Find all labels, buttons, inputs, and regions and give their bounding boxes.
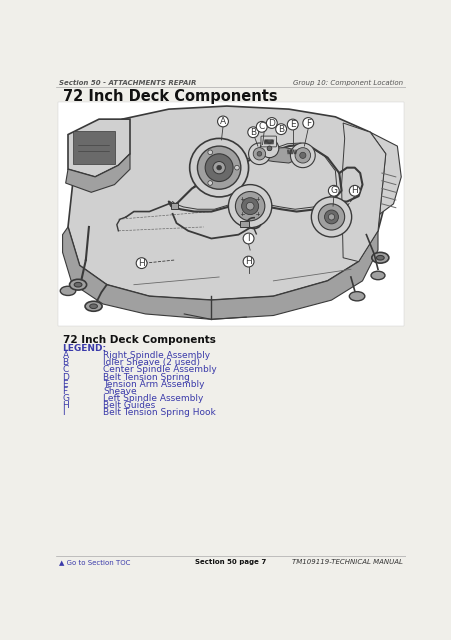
Text: Belt Tension Spring Hook: Belt Tension Spring Hook (103, 408, 216, 417)
Ellipse shape (74, 282, 82, 287)
Polygon shape (66, 154, 130, 192)
Text: Section 50 page 7: Section 50 page 7 (195, 559, 267, 565)
Text: Idler Sheave (2 used): Idler Sheave (2 used) (103, 358, 200, 367)
Text: Right Spindle Assembly: Right Spindle Assembly (103, 351, 210, 360)
Ellipse shape (60, 286, 76, 296)
Text: Belt Tension Spring: Belt Tension Spring (103, 372, 190, 381)
Circle shape (300, 152, 306, 159)
Text: H: H (138, 259, 145, 268)
Circle shape (325, 210, 338, 224)
Circle shape (205, 154, 233, 182)
Circle shape (311, 197, 352, 237)
Circle shape (246, 202, 254, 210)
Ellipse shape (371, 271, 385, 280)
Text: Left Spindle Assembly: Left Spindle Assembly (103, 394, 203, 403)
Text: H: H (351, 186, 358, 195)
Ellipse shape (350, 292, 365, 301)
Circle shape (256, 122, 267, 132)
Circle shape (295, 148, 311, 163)
FancyBboxPatch shape (240, 221, 249, 227)
Ellipse shape (85, 301, 102, 311)
Circle shape (249, 143, 270, 164)
Circle shape (328, 186, 339, 196)
Circle shape (243, 233, 254, 244)
Ellipse shape (90, 304, 97, 308)
Text: B: B (63, 358, 69, 367)
Text: Section 50 - ATTACHMENTS REPAIR: Section 50 - ATTACHMENTS REPAIR (60, 80, 197, 86)
Text: I: I (247, 234, 250, 243)
Text: A: A (63, 351, 69, 360)
Text: H: H (245, 257, 252, 266)
Ellipse shape (377, 255, 384, 260)
Circle shape (257, 152, 262, 156)
Circle shape (198, 146, 241, 189)
Text: ▲ Go to Section TOC: ▲ Go to Section TOC (60, 559, 131, 565)
Circle shape (267, 118, 277, 129)
Text: D: D (268, 118, 275, 127)
Text: 72 Inch Deck Components: 72 Inch Deck Components (63, 89, 277, 104)
Circle shape (287, 119, 298, 130)
Text: C: C (258, 122, 265, 131)
Text: H: H (63, 401, 69, 410)
Circle shape (243, 256, 254, 267)
Text: Belt Guides: Belt Guides (103, 401, 155, 410)
Polygon shape (341, 123, 386, 262)
Circle shape (276, 124, 286, 134)
Ellipse shape (372, 252, 389, 263)
Text: 72 Inch Deck Components: 72 Inch Deck Components (63, 335, 216, 345)
Circle shape (328, 214, 335, 220)
Text: D: D (63, 372, 69, 381)
Text: C: C (63, 365, 69, 374)
Circle shape (217, 116, 228, 127)
Circle shape (190, 138, 249, 197)
Text: Group 10: Component Location: Group 10: Component Location (293, 80, 403, 86)
Text: B: B (278, 125, 284, 134)
Text: E: E (290, 120, 295, 129)
Text: Sheave: Sheave (103, 387, 137, 396)
Circle shape (235, 191, 265, 221)
Polygon shape (68, 106, 388, 300)
Circle shape (253, 148, 266, 160)
Text: G: G (330, 186, 337, 195)
Circle shape (136, 258, 147, 269)
Circle shape (235, 165, 239, 170)
Text: G: G (63, 394, 69, 403)
FancyBboxPatch shape (73, 131, 115, 164)
Circle shape (290, 143, 315, 168)
Circle shape (260, 139, 279, 157)
Circle shape (350, 186, 360, 196)
Polygon shape (63, 227, 378, 319)
Circle shape (217, 165, 221, 170)
Text: I: I (63, 408, 65, 417)
Text: E: E (63, 380, 68, 388)
FancyBboxPatch shape (261, 136, 276, 147)
Circle shape (303, 118, 314, 129)
Circle shape (267, 146, 272, 151)
Text: A: A (220, 117, 226, 126)
Circle shape (228, 184, 272, 228)
Ellipse shape (69, 279, 87, 290)
Text: Center Spindle Assembly: Center Spindle Assembly (103, 365, 216, 374)
Circle shape (213, 161, 226, 174)
Circle shape (248, 127, 259, 138)
FancyBboxPatch shape (58, 102, 405, 326)
Circle shape (318, 204, 345, 230)
Polygon shape (259, 148, 300, 163)
Text: F: F (63, 387, 68, 396)
Text: F: F (306, 118, 311, 127)
Text: LEGEND:: LEGEND: (63, 344, 107, 353)
FancyBboxPatch shape (170, 204, 178, 209)
Text: B: B (250, 128, 256, 137)
Text: Tension Arm Assembly: Tension Arm Assembly (103, 380, 204, 388)
Text: TM109119-TECHNICAL MANUAL: TM109119-TECHNICAL MANUAL (292, 559, 403, 565)
Polygon shape (370, 132, 401, 231)
Polygon shape (68, 119, 130, 177)
Circle shape (208, 150, 212, 155)
Circle shape (242, 198, 259, 214)
Circle shape (208, 180, 212, 186)
